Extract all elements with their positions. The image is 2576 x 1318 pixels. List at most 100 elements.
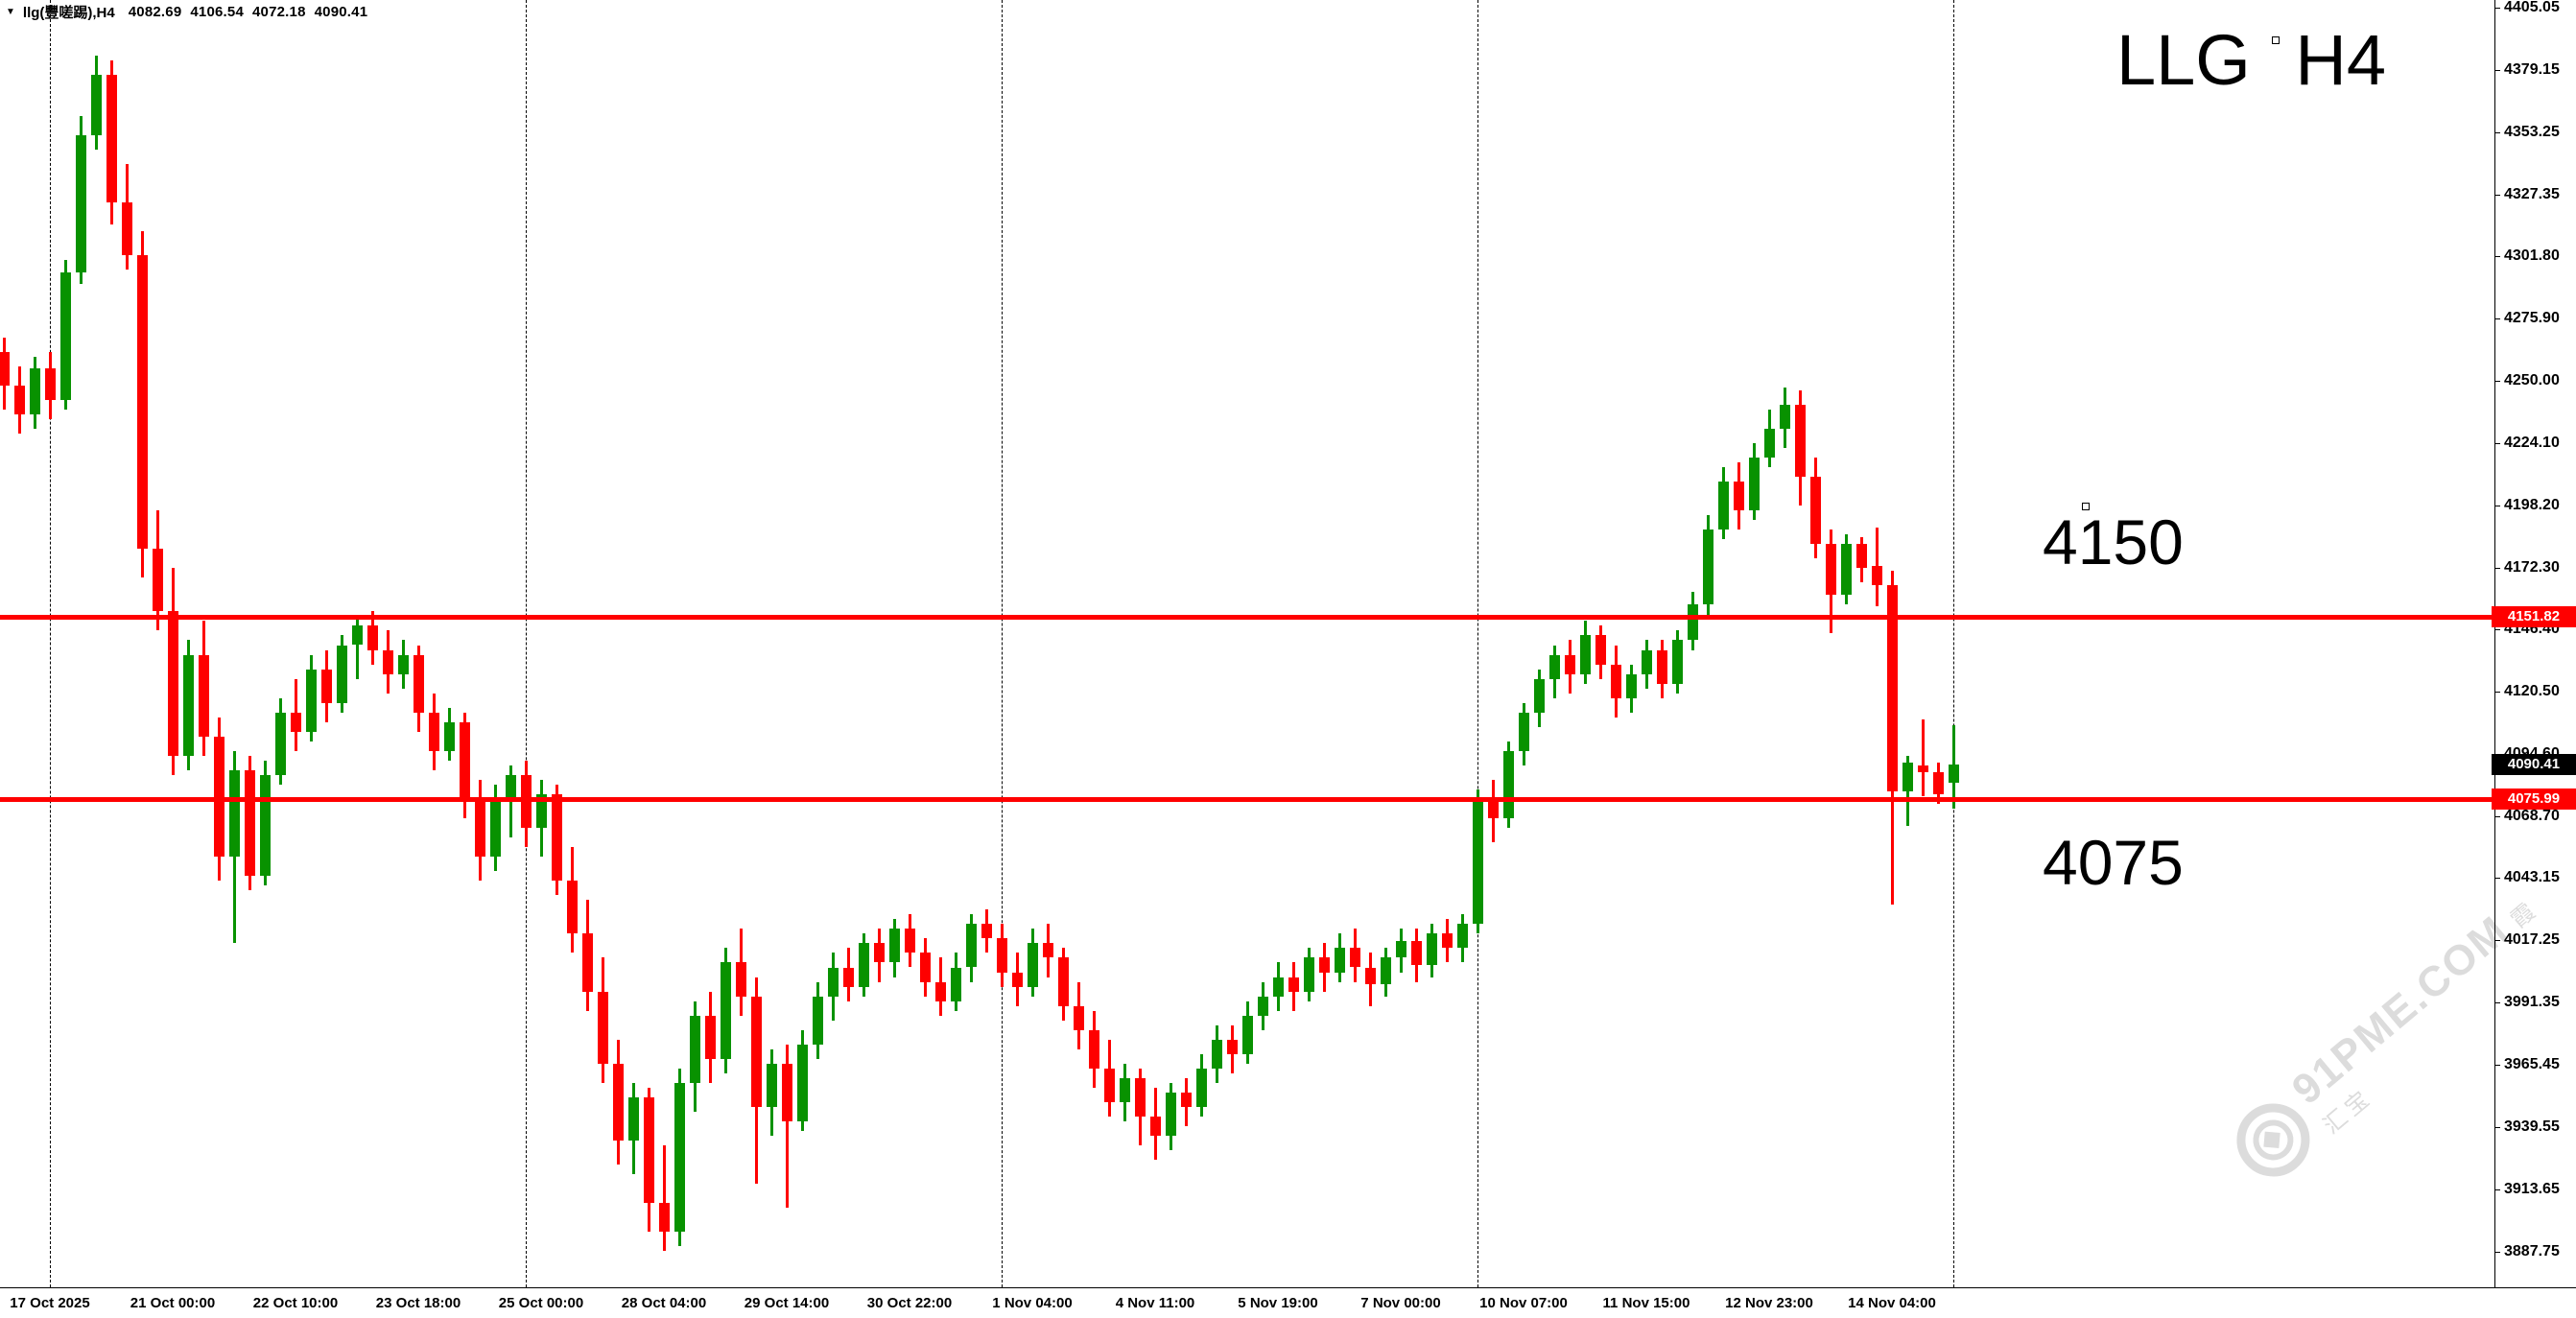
candle-body: [60, 271, 71, 400]
horizontal-line-object[interactable]: [0, 614, 2494, 620]
vertical-gridline: [1477, 0, 1478, 1287]
candle-body: [1089, 1029, 1099, 1069]
candle-wick: [1922, 719, 1925, 797]
candle-body: [1887, 584, 1898, 792]
candle-body: [751, 996, 762, 1107]
candle-body: [1411, 940, 1422, 965]
candle-body: [905, 929, 915, 953]
candle-body: [1519, 712, 1529, 751]
candle-body: [475, 798, 485, 858]
candle-body: [613, 1063, 624, 1141]
candle-body: [306, 669, 317, 732]
candle-body: [1933, 772, 1944, 794]
candle-body: [1196, 1068, 1207, 1107]
candle-body: [1657, 649, 1667, 684]
candle-body: [889, 929, 900, 963]
price-axis-label: 3913.65: [2504, 1181, 2560, 1198]
candle-body: [460, 721, 470, 799]
candle-body: [183, 654, 194, 756]
price-axis-tick: [2494, 380, 2500, 382]
candle-body: [736, 962, 746, 997]
candle-body: [1642, 649, 1652, 674]
price-axis-label: 4017.25: [2504, 931, 2560, 949]
candle-body: [1534, 678, 1545, 713]
price-axis-tick: [2494, 1065, 2500, 1067]
candle-body: [214, 736, 225, 858]
candle-body: [874, 943, 885, 963]
candle-body: [1918, 765, 1928, 773]
price-axis-label: 4301.80: [2504, 247, 2560, 264]
candle-body: [444, 721, 455, 751]
candle-body: [383, 649, 393, 674]
candle-body: [1043, 943, 1053, 958]
candle-body: [690, 1015, 700, 1083]
candle-body: [705, 1015, 716, 1059]
text-object-4150[interactable]: 4150: [2043, 506, 2184, 577]
candle-body: [1734, 481, 1744, 511]
candle-body: [1580, 635, 1591, 674]
time-axis-label: 4 Nov 11:00: [1115, 1295, 1195, 1311]
text-object-4075[interactable]: 4075: [2043, 827, 2184, 898]
price-axis-tick: [2494, 69, 2500, 71]
candle-body: [1442, 933, 1453, 949]
low-value: 4072.18: [252, 4, 306, 20]
candle-body: [552, 793, 562, 882]
candle-body: [1718, 481, 1729, 530]
price-axis-tick: [2494, 1127, 2500, 1129]
candle-body: [859, 943, 869, 987]
candle-body: [1503, 750, 1514, 819]
price-axis-label: 4198.20: [2504, 496, 2560, 513]
time-axis-label: 11 Nov 15:00: [1602, 1295, 1690, 1311]
price-axis-label: 4120.50: [2504, 683, 2560, 700]
price-axis-label: 4353.25: [2504, 123, 2560, 140]
candle-body: [1381, 957, 1391, 985]
symbol-dropdown-icon[interactable]: ▼: [6, 7, 15, 17]
price-axis-label: 3887.75: [2504, 1243, 2560, 1259]
candle-body: [506, 774, 516, 799]
candle-body: [674, 1082, 685, 1233]
chart-plot-area: [0, 0, 2494, 1287]
candle-body: [935, 981, 946, 1001]
candle-body: [291, 712, 301, 732]
candle-body: [153, 549, 163, 612]
candle-body: [813, 996, 823, 1045]
candle-body: [1335, 948, 1345, 973]
candle-body: [122, 202, 132, 256]
candle-body: [628, 1096, 639, 1141]
candle-body: [1565, 654, 1575, 674]
candle-body: [1012, 972, 1023, 987]
candle-body: [1058, 957, 1069, 1006]
candle-body: [1872, 565, 1882, 585]
candle-body: [997, 938, 1007, 973]
horizontal-line-object[interactable]: [0, 797, 2494, 802]
candle-body: [490, 798, 501, 858]
price-axis-tick: [2494, 1002, 2500, 1004]
price-axis-label: 4379.15: [2504, 60, 2560, 78]
candle-body: [1273, 977, 1284, 997]
candle-body: [951, 967, 961, 1001]
time-axis-label: 25 Oct 00:00: [498, 1295, 584, 1311]
candle-body: [1672, 640, 1683, 684]
candle-body: [767, 1063, 777, 1107]
candle-body: [429, 712, 439, 751]
candle-body: [797, 1044, 808, 1121]
time-axis-label: 12 Nov 23:00: [1725, 1295, 1813, 1311]
candle-body: [1396, 940, 1406, 958]
price-axis-tick: [2494, 940, 2500, 942]
price-axis-tick: [2494, 878, 2500, 880]
vertical-gridline: [1953, 0, 1954, 1287]
candle-body: [1749, 457, 1760, 511]
high-value: 4106.54: [190, 4, 244, 20]
candle-body: [1688, 603, 1698, 641]
price-axis-label: 4043.15: [2504, 869, 2560, 886]
candle-body: [1135, 1077, 1146, 1117]
candle-wick: [663, 1145, 666, 1252]
candle-body: [1074, 1005, 1084, 1030]
price-axis-tick: [2494, 816, 2500, 818]
text-object-llg-h4[interactable]: LLG H4: [2116, 20, 2387, 100]
price-axis-label: 4327.35: [2504, 185, 2560, 202]
candle-body: [1841, 544, 1852, 595]
time-axis-label: 1 Nov 04:00: [992, 1295, 1073, 1311]
object-anchor-dot: [2082, 503, 2090, 510]
candle-body: [1227, 1039, 1238, 1054]
